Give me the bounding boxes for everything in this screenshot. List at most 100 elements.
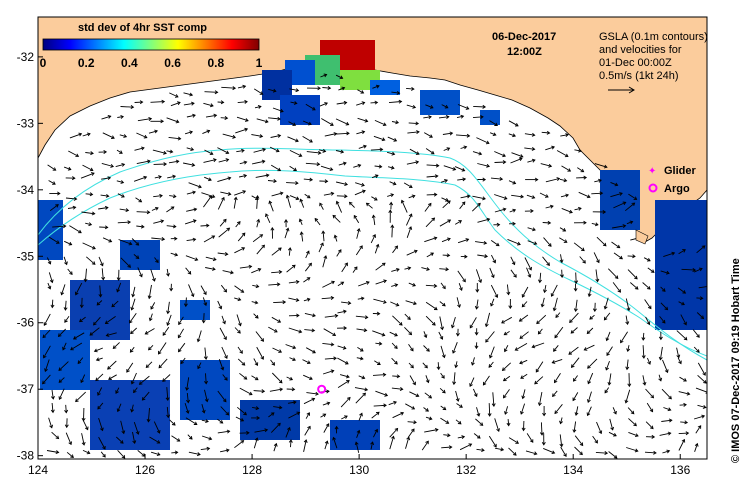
- velocity-arrow: [646, 402, 654, 413]
- velocity-arrow: [237, 346, 243, 354]
- velocity-arrow: [460, 194, 471, 199]
- velocity-arrow: [459, 443, 473, 451]
- velocity-arrow: [202, 129, 211, 135]
- velocity-arrow: [117, 220, 132, 225]
- x-tick-label: 130: [349, 463, 369, 477]
- velocity-arrow: [338, 161, 347, 166]
- velocity-arrow: [102, 132, 115, 139]
- velocity-arrow: [252, 159, 266, 165]
- velocity-arrow: [303, 277, 311, 283]
- velocity-arrow: [218, 158, 230, 163]
- velocity-arrow: [406, 86, 415, 91]
- velocity-arrow: [439, 219, 452, 227]
- velocity-arrow: [153, 219, 165, 224]
- velocity-arrow: [471, 202, 481, 212]
- velocity-arrow: [339, 374, 350, 379]
- velocity-arrow: [98, 285, 103, 298]
- velocity-arrow: [406, 160, 420, 165]
- velocity-arrow: [284, 227, 290, 239]
- velocity-arrow: [628, 193, 638, 200]
- velocity-arrow: [219, 218, 227, 227]
- velocity-arrow: [137, 267, 143, 278]
- velocity-arrow: [493, 222, 501, 227]
- velocity-arrow: [387, 165, 395, 170]
- velocity-arrow: [183, 162, 196, 167]
- velocity-arrow: [217, 252, 229, 257]
- velocity-arrow: [98, 417, 104, 432]
- velocity-arrow: [490, 254, 497, 264]
- velocity-arrow: [531, 342, 545, 349]
- velocity-arrow: [473, 433, 481, 439]
- velocity-arrow: [130, 298, 136, 311]
- velocity-arrow: [80, 374, 86, 384]
- velocity-arrow: [355, 245, 363, 256]
- velocity-arrow: [425, 416, 433, 421]
- velocity-arrow: [185, 267, 192, 275]
- velocity-arrow: [573, 220, 587, 225]
- velocity-arrow: [425, 315, 436, 326]
- velocity-arrow: [131, 238, 140, 246]
- velocity-arrow: [375, 262, 386, 271]
- velocity-arrow: [184, 402, 190, 414]
- velocity-arrow: [338, 86, 346, 91]
- velocity-arrow: [508, 447, 517, 456]
- velocity-arrow: [67, 205, 77, 210]
- velocity-arrow: [117, 114, 125, 119]
- velocity-arrow: [236, 116, 249, 122]
- velocity-arrow: [183, 92, 194, 97]
- velocity-arrow: [658, 346, 663, 361]
- velocity-arrow: [96, 300, 103, 306]
- velocity-arrow: [119, 134, 128, 138]
- velocity-arrow: [559, 269, 564, 279]
- y-tick-label: -34: [17, 183, 35, 197]
- velocity-arrow: [477, 217, 491, 223]
- velocity-arrow: [152, 149, 167, 155]
- velocity-arrow: [141, 391, 150, 401]
- velocity-arrow: [150, 451, 161, 457]
- velocity-arrow: [269, 146, 280, 153]
- velocity-arrow: [220, 191, 232, 196]
- velocity-arrow: [303, 397, 316, 405]
- velocity-arrow: [322, 86, 332, 90]
- scale-arrow-icon: [608, 86, 635, 94]
- glider-icon: ✦: [648, 166, 656, 177]
- velocity-arrow: [456, 114, 465, 119]
- velocity-arrow: [524, 147, 536, 151]
- velocity-arrow: [217, 390, 227, 403]
- velocity-arrow: [180, 357, 186, 365]
- velocity-arrow: [166, 149, 174, 154]
- velocity-arrow: [255, 195, 260, 209]
- velocity-arrow: [695, 425, 702, 434]
- velocity-arrow: [239, 173, 248, 178]
- velocity-arrow: [574, 148, 582, 153]
- velocity-arrow: [610, 192, 623, 198]
- velocity-arrow: [455, 390, 460, 402]
- velocity-arrow: [235, 416, 245, 422]
- velocity-arrow: [201, 435, 213, 441]
- velocity-arrow: [625, 315, 630, 326]
- velocity-arrow: [270, 164, 282, 172]
- velocity-arrow: [117, 449, 126, 459]
- velocity-arrow: [306, 86, 321, 91]
- velocity-arrow: [456, 403, 463, 408]
- velocity-arrow: [439, 267, 450, 272]
- velocity-arrow: [82, 420, 89, 431]
- velocity-arrow: [405, 403, 416, 410]
- velocity-arrow: [288, 439, 293, 448]
- velocity-arrow: [220, 406, 230, 416]
- velocity-arrow: [659, 316, 666, 324]
- velocity-arrow: [470, 357, 475, 366]
- velocity-arrow: [341, 262, 348, 273]
- x-tick-label: 132: [456, 463, 476, 477]
- velocity-arrow: [162, 326, 170, 336]
- gsla-contour-south: [38, 169, 707, 357]
- velocity-arrow: [537, 328, 543, 335]
- velocity-arrow: [587, 372, 594, 385]
- velocity-arrow: [542, 285, 547, 294]
- velocity-arrow: [144, 328, 155, 335]
- velocity-arrow: [487, 403, 492, 417]
- velocity-arrow: [256, 118, 269, 124]
- velocity-arrow: [545, 145, 555, 151]
- velocity-arrow: [408, 194, 416, 199]
- velocity-arrow: [166, 224, 177, 229]
